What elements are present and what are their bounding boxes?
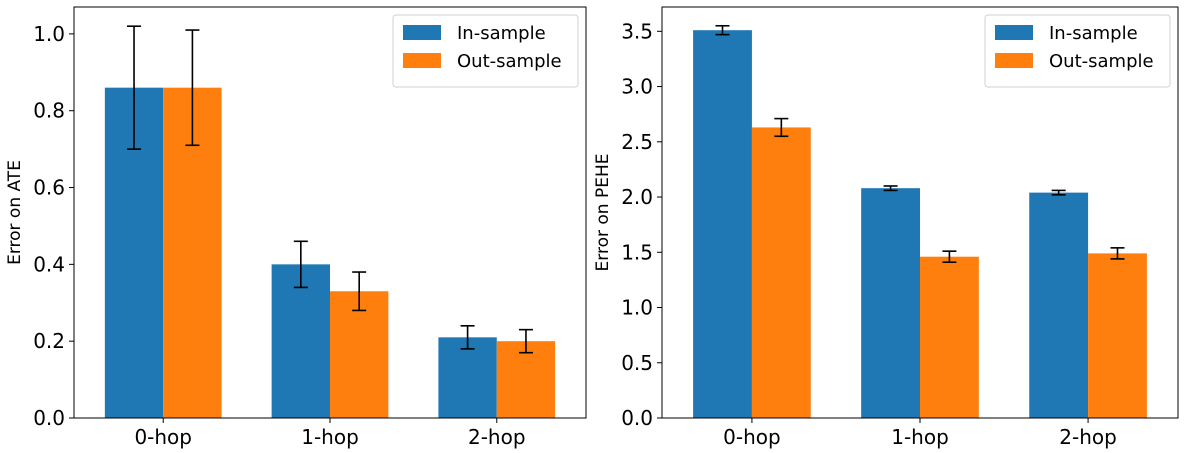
legend-label-in-sample: In-sample	[457, 23, 546, 44]
y-tick-label: 0.5	[621, 351, 653, 375]
x-tick-label: 2-hop	[468, 425, 526, 449]
bar-out-sample-1-hop	[330, 291, 389, 418]
bar-out-sample-0-hop	[751, 127, 811, 418]
error-bar-out-sample-1-hop	[942, 250, 957, 264]
ate-chart-panel: 0.0 0.2 0.4 0.6 0.8 1.0 0-hop 1-hop 2-hop Error o…	[5, 6, 587, 449]
error-bar-out-sample-2-hop	[1110, 247, 1125, 260]
legend-label-out-sample: Out-sample	[457, 51, 562, 72]
y-tick-label: 0.0	[621, 406, 653, 430]
error-bar-out-sample-1-hop	[352, 271, 367, 312]
legend-label-in-sample: In-sample	[1049, 23, 1138, 44]
legend-swatch-out-sample	[403, 53, 441, 68]
y-tick-label: 0.0	[33, 406, 65, 430]
y-axis-label: Error on ATE	[5, 160, 25, 265]
error-bar-out-sample-2-hop	[518, 328, 533, 354]
y-tick-label: 1.0	[33, 22, 65, 46]
legend-swatch-out-sample	[995, 53, 1033, 68]
pehe-chart-panel: 0.0 0.5 1.0 1.5 2.0 2.5 3.0 3.5 0-hop 1-hop 2-hop E…	[593, 6, 1179, 449]
error-bar-in-sample-0-hop	[127, 25, 142, 150]
error-bar-in-sample-1-hop	[293, 240, 308, 289]
y-axis-label: Error on PEHE	[593, 154, 613, 272]
y-tick-label: 2.0	[621, 185, 653, 209]
error-bar-in-sample-0-hop	[715, 24, 730, 36]
error-bar-out-sample-0-hop	[185, 29, 200, 147]
bar-in-sample-0-hop	[693, 30, 752, 419]
x-tick-label: 0-hop	[134, 425, 192, 449]
y-tick-label: 0.4	[33, 252, 65, 276]
bar-in-sample-1-hop	[271, 264, 330, 418]
legend: In-sample Out-sample	[392, 14, 579, 88]
x-tick-label: 1-hop	[301, 425, 359, 449]
error-bar-in-sample-1-hop	[883, 185, 898, 192]
bar-out-sample-1-hop	[920, 256, 979, 418]
bar-out-sample-2-hop	[496, 341, 556, 418]
error-bar-in-sample-2-hop	[1051, 189, 1066, 196]
y-tick-label: 1.0	[621, 296, 653, 320]
legend: In-sample Out-sample	[984, 14, 1171, 88]
bar-in-sample-2-hop	[438, 337, 497, 418]
y-tick-label: 3.5	[621, 19, 653, 43]
y-tick-label: 3.0	[621, 75, 653, 99]
legend-swatch-in-sample	[403, 25, 441, 40]
x-tick-label: 1-hop	[891, 425, 949, 449]
error-bar-in-sample-2-hop	[460, 325, 475, 350]
y-tick-label: 2.5	[621, 130, 653, 154]
x-tick-label: 2-hop	[1059, 425, 1117, 449]
bar-out-sample-2-hop	[1088, 253, 1147, 418]
y-tick-label: 0.6	[33, 176, 65, 200]
legend-swatch-in-sample	[995, 25, 1033, 40]
y-tick-label: 1.5	[621, 240, 653, 264]
legend-label-out-sample: Out-sample	[1049, 51, 1154, 72]
error-bar-out-sample-0-hop	[774, 117, 789, 138]
y-tick-label: 0.8	[33, 99, 65, 123]
bar-in-sample-2-hop	[1029, 192, 1089, 418]
x-tick-label: 0-hop	[723, 425, 781, 449]
y-tick-label: 0.2	[33, 329, 65, 353]
bar-in-sample-1-hop	[861, 188, 920, 418]
